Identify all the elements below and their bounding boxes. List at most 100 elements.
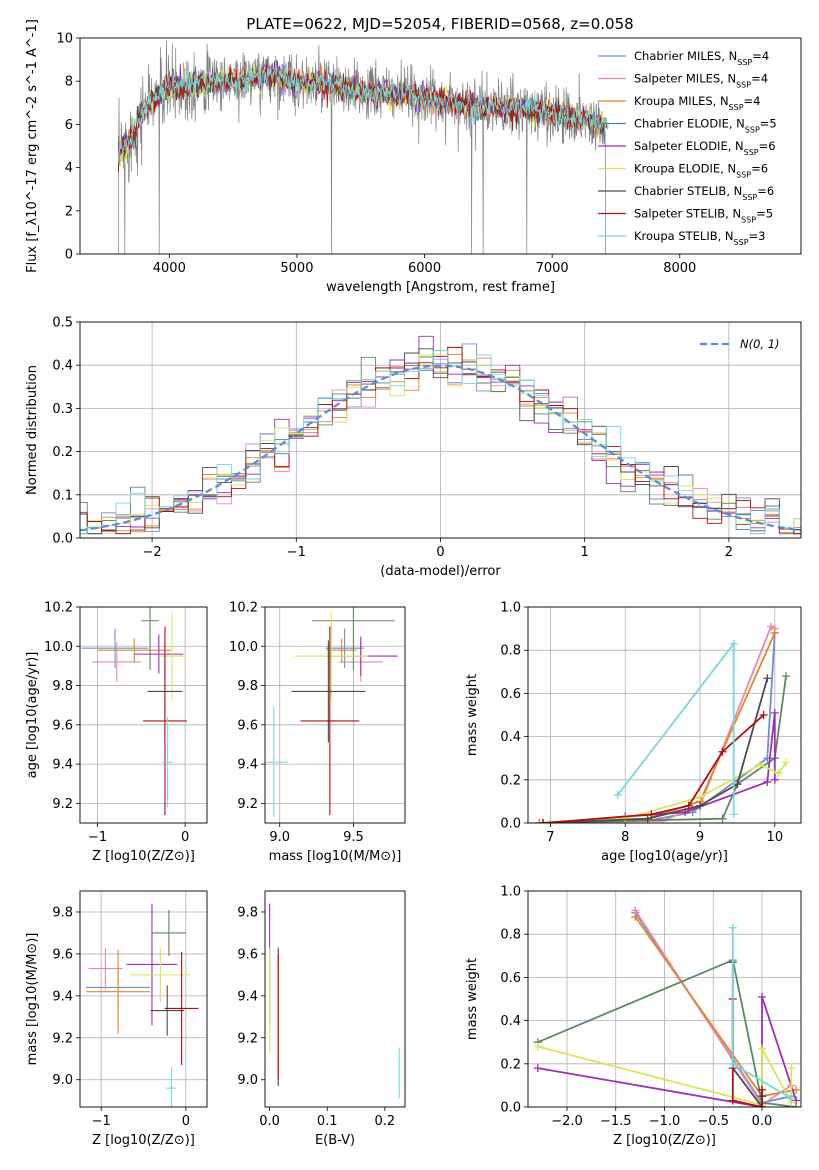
- weight-point-marker: [758, 992, 766, 1001]
- weight-series-line: [634, 916, 797, 1098]
- legend-label: Salpeter MILES, NSSP=4: [634, 72, 768, 90]
- age-vs-mass-panel: 9.0 9.5 9.2 9.4 9.6 9.8 10.0 10.2 mass [log10(M/…: [229, 601, 406, 864]
- y-tick-label: 9.4: [52, 758, 73, 773]
- x-tick-label: 7: [546, 830, 554, 845]
- error-bars: [81, 607, 187, 816]
- weight-series-line: [539, 632, 776, 823]
- residual-histogram: [80, 348, 801, 535]
- legend-label: Kroupa MILES, NSSP=4: [634, 94, 760, 112]
- residual-histogram: [80, 354, 801, 535]
- y-axis-label: age [log10(age/yr)]: [25, 652, 40, 779]
- legend-subscript: SSP: [736, 80, 751, 89]
- mass-vs-metallicity-panel: −1 0 9.0 9.2 9.4 9.6 9.8 Z [log10(Z/Z⊙)] mass [l…: [25, 890, 208, 1148]
- y-tick-label: 9.8: [52, 905, 73, 920]
- weight-point-marker: [758, 1103, 766, 1107]
- axes-frame: [527, 606, 802, 824]
- weight-point-marker: [729, 810, 738, 819]
- y-tick-label: 8: [65, 75, 73, 90]
- weight-point-marker: [696, 793, 705, 802]
- legend-label: Kroupa ELODIE, NSSP=6: [634, 162, 768, 180]
- y-tick-label: 0.3: [52, 402, 73, 417]
- residual-histogram: [80, 350, 801, 535]
- x-tick-label: 7000: [536, 261, 569, 276]
- weight-point-marker: [728, 1059, 737, 1068]
- y-tick-label: 6: [65, 118, 73, 133]
- normal-curve: [80, 364, 801, 532]
- x-axis-label: age [log10(age/yr)]: [601, 849, 728, 864]
- weight-point-marker: [755, 760, 764, 769]
- x-axis-label: mass [log10(M/M⊙)]: [269, 849, 402, 864]
- x-tick-label: 9.5: [343, 830, 364, 845]
- y-tick-label: 9.2: [52, 1031, 73, 1046]
- y-tick-label: 0.4: [500, 730, 521, 745]
- y-tick-label: 0.4: [52, 359, 73, 374]
- y-tick-label: 9.6: [52, 718, 73, 733]
- weight-point-marker: [729, 639, 738, 648]
- y-axis-label: Flux [f_λ10^-17 erg cm^-2 s^-1 A^-1]: [25, 19, 40, 273]
- y-axis-label: mass weight: [465, 674, 480, 756]
- axes-frame: [79, 321, 802, 539]
- y-tick-label: 4: [65, 161, 73, 176]
- y-tick-label: 0.6: [500, 971, 521, 986]
- weight-point-marker: [631, 912, 640, 921]
- y-tick-label: 10.0: [229, 640, 258, 655]
- weight-point-marker: [538, 819, 547, 823]
- weight-point-marker: [533, 1042, 542, 1051]
- legend-subscript: SSP: [737, 58, 752, 67]
- legend-label: Chabrier ELODIE, NSSP=5: [634, 117, 777, 135]
- x-tick-label: −2.0: [551, 1114, 583, 1129]
- y-tick-label: 0.2: [52, 445, 73, 460]
- legend-label: Chabrier STELIB, NSSP=6: [634, 184, 774, 202]
- y-tick-label: 0.0: [500, 817, 521, 832]
- weight-point-marker: [782, 758, 791, 767]
- x-tick-label: 8000: [663, 261, 696, 276]
- y-tick-label: 10.0: [44, 640, 73, 655]
- x-tick-label: 1: [581, 545, 589, 560]
- weight-point-marker: [758, 1085, 766, 1094]
- weight-vs-metallicity-panel: −2.0 −1.5 −1.0 −0.5 0.0 0.0 0.2 0.4 0.6 0.8 1.0 Z […: [465, 885, 802, 1148]
- residual-histogram: [80, 358, 801, 535]
- y-tick-label: 1.0: [500, 885, 521, 900]
- x-axis-label: wavelength [Angstrom, rest frame]: [326, 280, 555, 295]
- y-tick-label: 0.6: [500, 687, 521, 702]
- weight-point-marker: [763, 674, 772, 683]
- legend-label: Salpeter STELIB, NSSP=5: [634, 207, 773, 225]
- x-tick-label: 0.1: [317, 1114, 338, 1129]
- x-axis-label: Z [log10(Z/Z⊙)]: [613, 1133, 716, 1148]
- axes-frame: [264, 606, 406, 824]
- y-tick-label: 0.5: [52, 316, 73, 331]
- y-tick-label: 10: [56, 32, 73, 47]
- weight-point-marker: [696, 801, 705, 810]
- weight-point-marker: [647, 810, 656, 819]
- x-tick-label: 0.2: [374, 1114, 395, 1129]
- x-tick-label: −1: [92, 1114, 111, 1129]
- x-tick-label: −1: [88, 830, 107, 845]
- y-tick-label: 0.2: [500, 773, 521, 788]
- x-tick-label: −0.5: [697, 1114, 729, 1129]
- y-tick-label: 0.2: [500, 1057, 521, 1072]
- spectrum-panel: 4000 5000 6000 7000 8000 0 2 4 6 8 10 wavelength [A…: [25, 19, 802, 295]
- x-tick-label: 9.0: [269, 830, 290, 845]
- y-tick-label: 10.2: [229, 601, 258, 616]
- weight-series-line: [542, 675, 787, 823]
- y-tick-label: 0.8: [500, 644, 521, 659]
- y-tick-label: 1.0: [500, 601, 521, 616]
- weight-point-marker: [728, 1096, 737, 1105]
- y-tick-label: 9.4: [237, 989, 258, 1004]
- legend-subscript: SSP: [736, 170, 751, 179]
- x-tick-label: 0: [181, 830, 189, 845]
- axes-frame: [79, 606, 208, 824]
- weight-point-marker: [770, 708, 779, 717]
- legend-subscript: SSP: [734, 238, 749, 247]
- y-tick-label: 9.2: [237, 797, 258, 812]
- y-tick-label: 9.6: [52, 947, 73, 962]
- weight-point-marker: [718, 747, 727, 756]
- y-tick-label: 9.8: [237, 905, 258, 920]
- y-tick-label: 0.0: [500, 1101, 521, 1116]
- x-tick-label: 4000: [153, 261, 186, 276]
- y-tick-label: 0.4: [500, 1014, 521, 1029]
- weight-point-marker: [613, 790, 622, 799]
- legend-subscript: SSP: [729, 103, 744, 112]
- legend-label: Chabrier MILES, NSSP=4: [634, 49, 769, 67]
- weight-point-marker: [770, 628, 779, 637]
